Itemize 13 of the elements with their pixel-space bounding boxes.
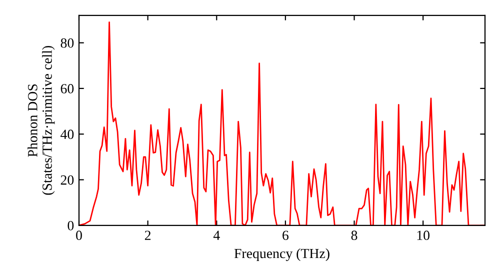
y-tick-label: 20 [60, 175, 74, 185]
x-tick-label: 6 [282, 230, 288, 240]
x-tick-label: 2 [144, 230, 151, 240]
y-tick-label: 40 [60, 130, 74, 140]
x-tick-label: 4 [213, 230, 220, 240]
x-axis-title: Frequency (THz) [234, 248, 330, 262]
x-tick-label: 0 [76, 230, 82, 240]
y-axis-title: Phonon DOS (States/THz·primitive cell) [28, 46, 55, 195]
y-tick-label: 80 [60, 38, 74, 48]
y-tick-label: 0 [68, 220, 74, 230]
x-tick-label: 8 [351, 230, 358, 240]
x-tick-label: 10 [417, 230, 430, 240]
y-tick-label: 60 [60, 84, 74, 94]
